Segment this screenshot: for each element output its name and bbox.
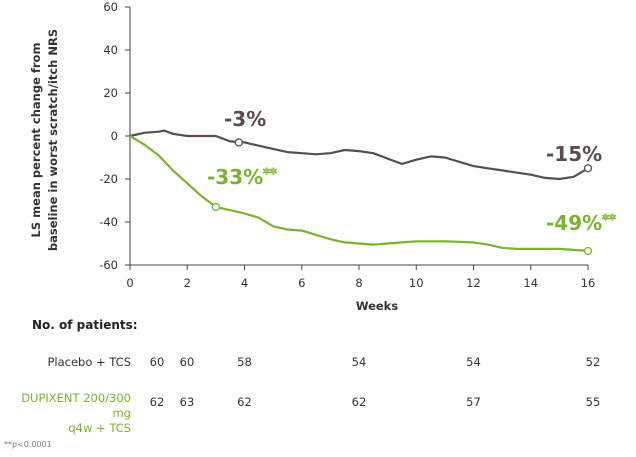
- patients-count: 63: [179, 395, 195, 409]
- patients-title: No. of patients:: [32, 318, 138, 332]
- x-tick-label: 0: [126, 276, 133, 290]
- data-label-value: -33%: [207, 165, 263, 189]
- y-axis-title-line1: LS mean percent change from: [29, 43, 43, 238]
- y-tick-label: -20: [99, 172, 118, 186]
- patients-count: 60: [179, 355, 195, 369]
- patients-count: 62: [237, 395, 252, 409]
- data-label: -15%: [546, 142, 602, 166]
- footnote: **p<0.0001: [4, 440, 52, 449]
- patients-count: 54: [351, 355, 367, 369]
- y-tick-label: -60: [99, 258, 118, 272]
- x-tick-label: 16: [581, 276, 596, 290]
- data-label: -49%**: [546, 211, 616, 235]
- x-tick-label: 2: [184, 276, 191, 290]
- x-tick-label: 10: [409, 276, 424, 290]
- patients-count: 62: [351, 395, 367, 409]
- data-point-marker: [234, 138, 243, 147]
- patients-row-label: DUPIXENT 200/300 mg q4w + TCS: [0, 391, 131, 436]
- data-point-marker: [211, 202, 221, 212]
- patients-row-label: Placebo + TCS: [47, 355, 131, 370]
- x-tick-label: 4: [241, 276, 248, 290]
- data-label: -33%**: [207, 165, 277, 189]
- x-tick-label: 12: [466, 276, 481, 290]
- y-tick-label: 0: [111, 129, 118, 143]
- y-tick-label: 40: [103, 43, 118, 57]
- patients-count: 54: [466, 355, 481, 369]
- patients-count: 58: [237, 355, 252, 369]
- y-tick-label: 60: [103, 0, 118, 14]
- patients-count: 60: [149, 355, 165, 369]
- data-point-marker: [583, 246, 593, 256]
- data-label-value: -3%: [224, 107, 266, 131]
- patients-count: 52: [585, 355, 601, 369]
- patients-row-label-line: DUPIXENT 200/300 mg: [21, 391, 131, 420]
- line-chart: 60 40 20 0 -20 -40 -60 0 2 4 6 8 10 12 14 16 Weeks LS mea…: [29, 0, 616, 313]
- data-label: -3%: [224, 107, 266, 131]
- data-label-value: -49%: [546, 211, 602, 235]
- x-axis-title: Weeks: [356, 299, 399, 313]
- y-axis-title: LS mean percent change from baseline in w…: [29, 29, 60, 251]
- data-point-marker: [583, 164, 593, 173]
- patients-count: 57: [466, 395, 481, 409]
- patients-count: 62: [149, 395, 165, 409]
- x-tick-label: 6: [298, 276, 305, 290]
- x-tick-label: 8: [355, 276, 362, 290]
- series-line-placebo: [129, 129, 589, 181]
- patients-count: 55: [585, 395, 601, 409]
- data-label-value: -15%: [546, 142, 602, 166]
- y-tick-label: -40: [99, 215, 118, 229]
- x-tick-label: 14: [523, 276, 538, 290]
- patients-row-label-line: q4w + TCS: [68, 421, 131, 435]
- patients-row-label-line: Placebo + TCS: [47, 355, 131, 369]
- significance-stars: **: [602, 213, 616, 228]
- series-line-dupixent: [129, 135, 589, 253]
- y-axis-title-line2: baseline in worst scratch/itch NRS: [46, 29, 60, 251]
- y-tick-label: 20: [103, 86, 118, 100]
- significance-stars: **: [263, 167, 277, 182]
